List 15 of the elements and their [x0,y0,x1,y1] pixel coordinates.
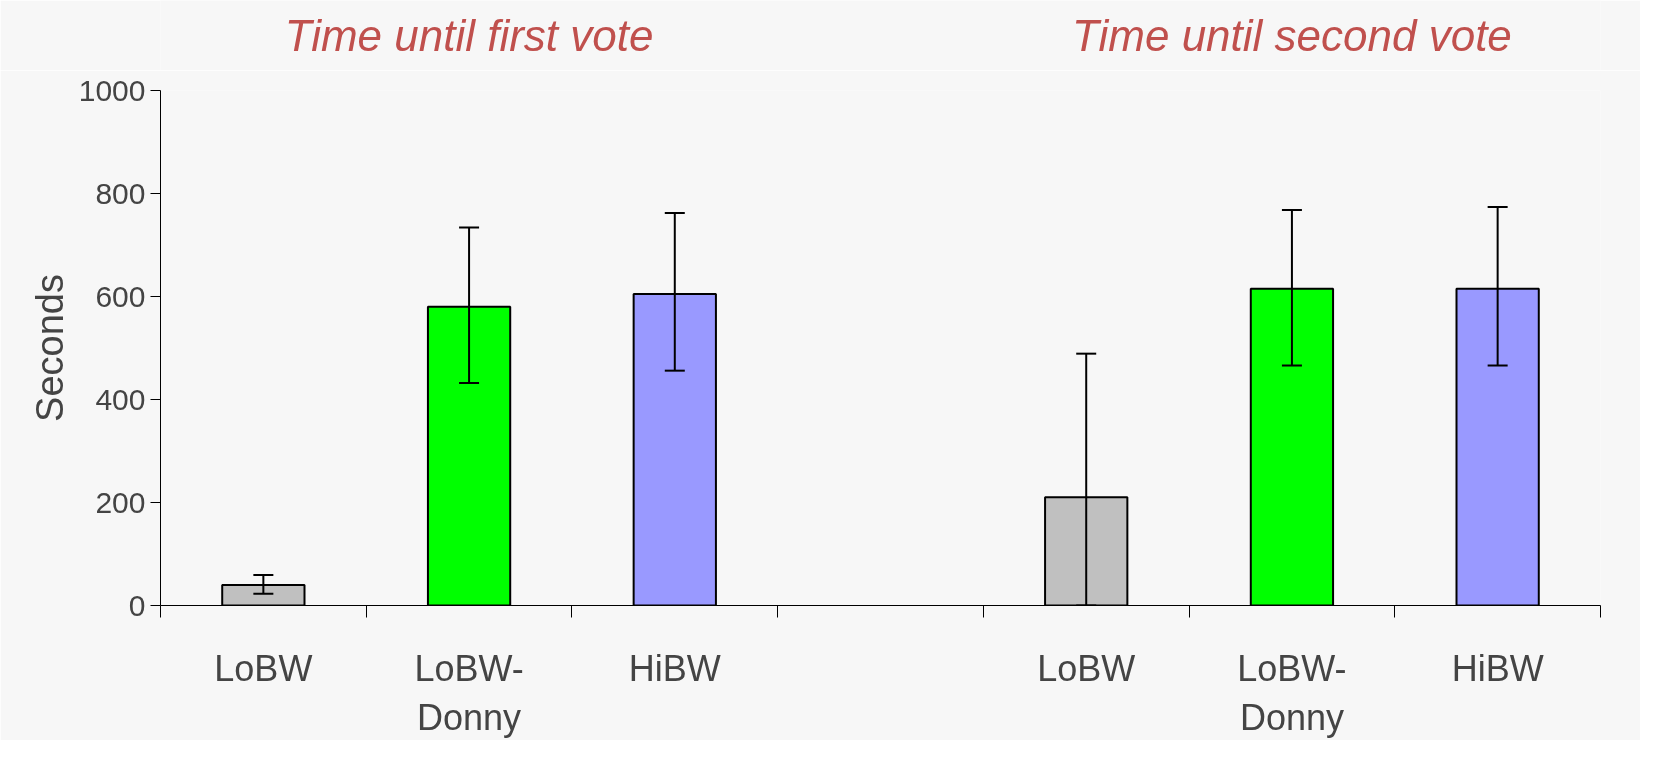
y-tick-label: 600 [95,279,146,313]
y-tick-label: 1000 [78,73,146,107]
y-tick-label: 0 [128,588,146,622]
x-tick-label: LoBW- Donny [414,647,524,738]
y-tick-label: 200 [95,485,146,519]
x-tick-label: LoBW [214,647,313,689]
text: Time until first vote [284,11,654,60]
x-tick-label: LoBW [1037,647,1136,689]
x-tick-label: LoBW- Donny [1237,647,1347,738]
y-tick-label: 400 [95,382,146,416]
x-tick-label: HiBW [1451,647,1544,689]
x-tick-label: HiBW [628,647,721,689]
text: Time until second vote [1072,11,1512,60]
y-axis-title: Seconds [28,274,71,422]
y-tick-label: 800 [95,176,146,210]
